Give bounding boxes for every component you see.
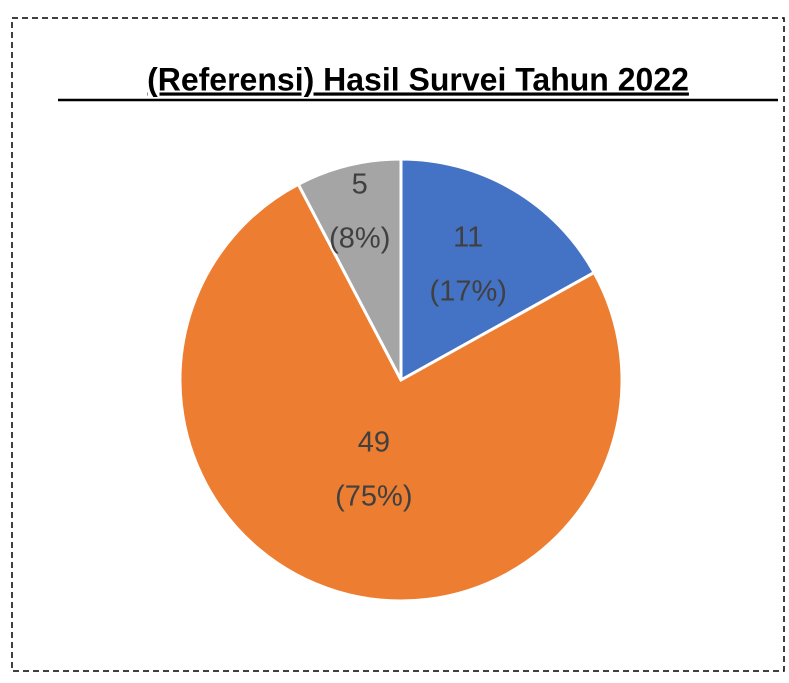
pie-slice <box>178 182 624 603</box>
data-label-percent: (8%) <box>329 222 390 254</box>
data-label: 5 <box>352 168 368 200</box>
data-label: 49 <box>358 427 390 459</box>
pie-slice <box>399 157 597 383</box>
data-label-percent: (17%) <box>430 275 507 307</box>
data-label: 11 <box>453 221 483 253</box>
data-label-percent: (75%) <box>335 481 412 513</box>
chart-title: (Referensi) Hasil Survei Tahun 2022 <box>147 61 689 97</box>
pie-slice <box>296 157 403 381</box>
